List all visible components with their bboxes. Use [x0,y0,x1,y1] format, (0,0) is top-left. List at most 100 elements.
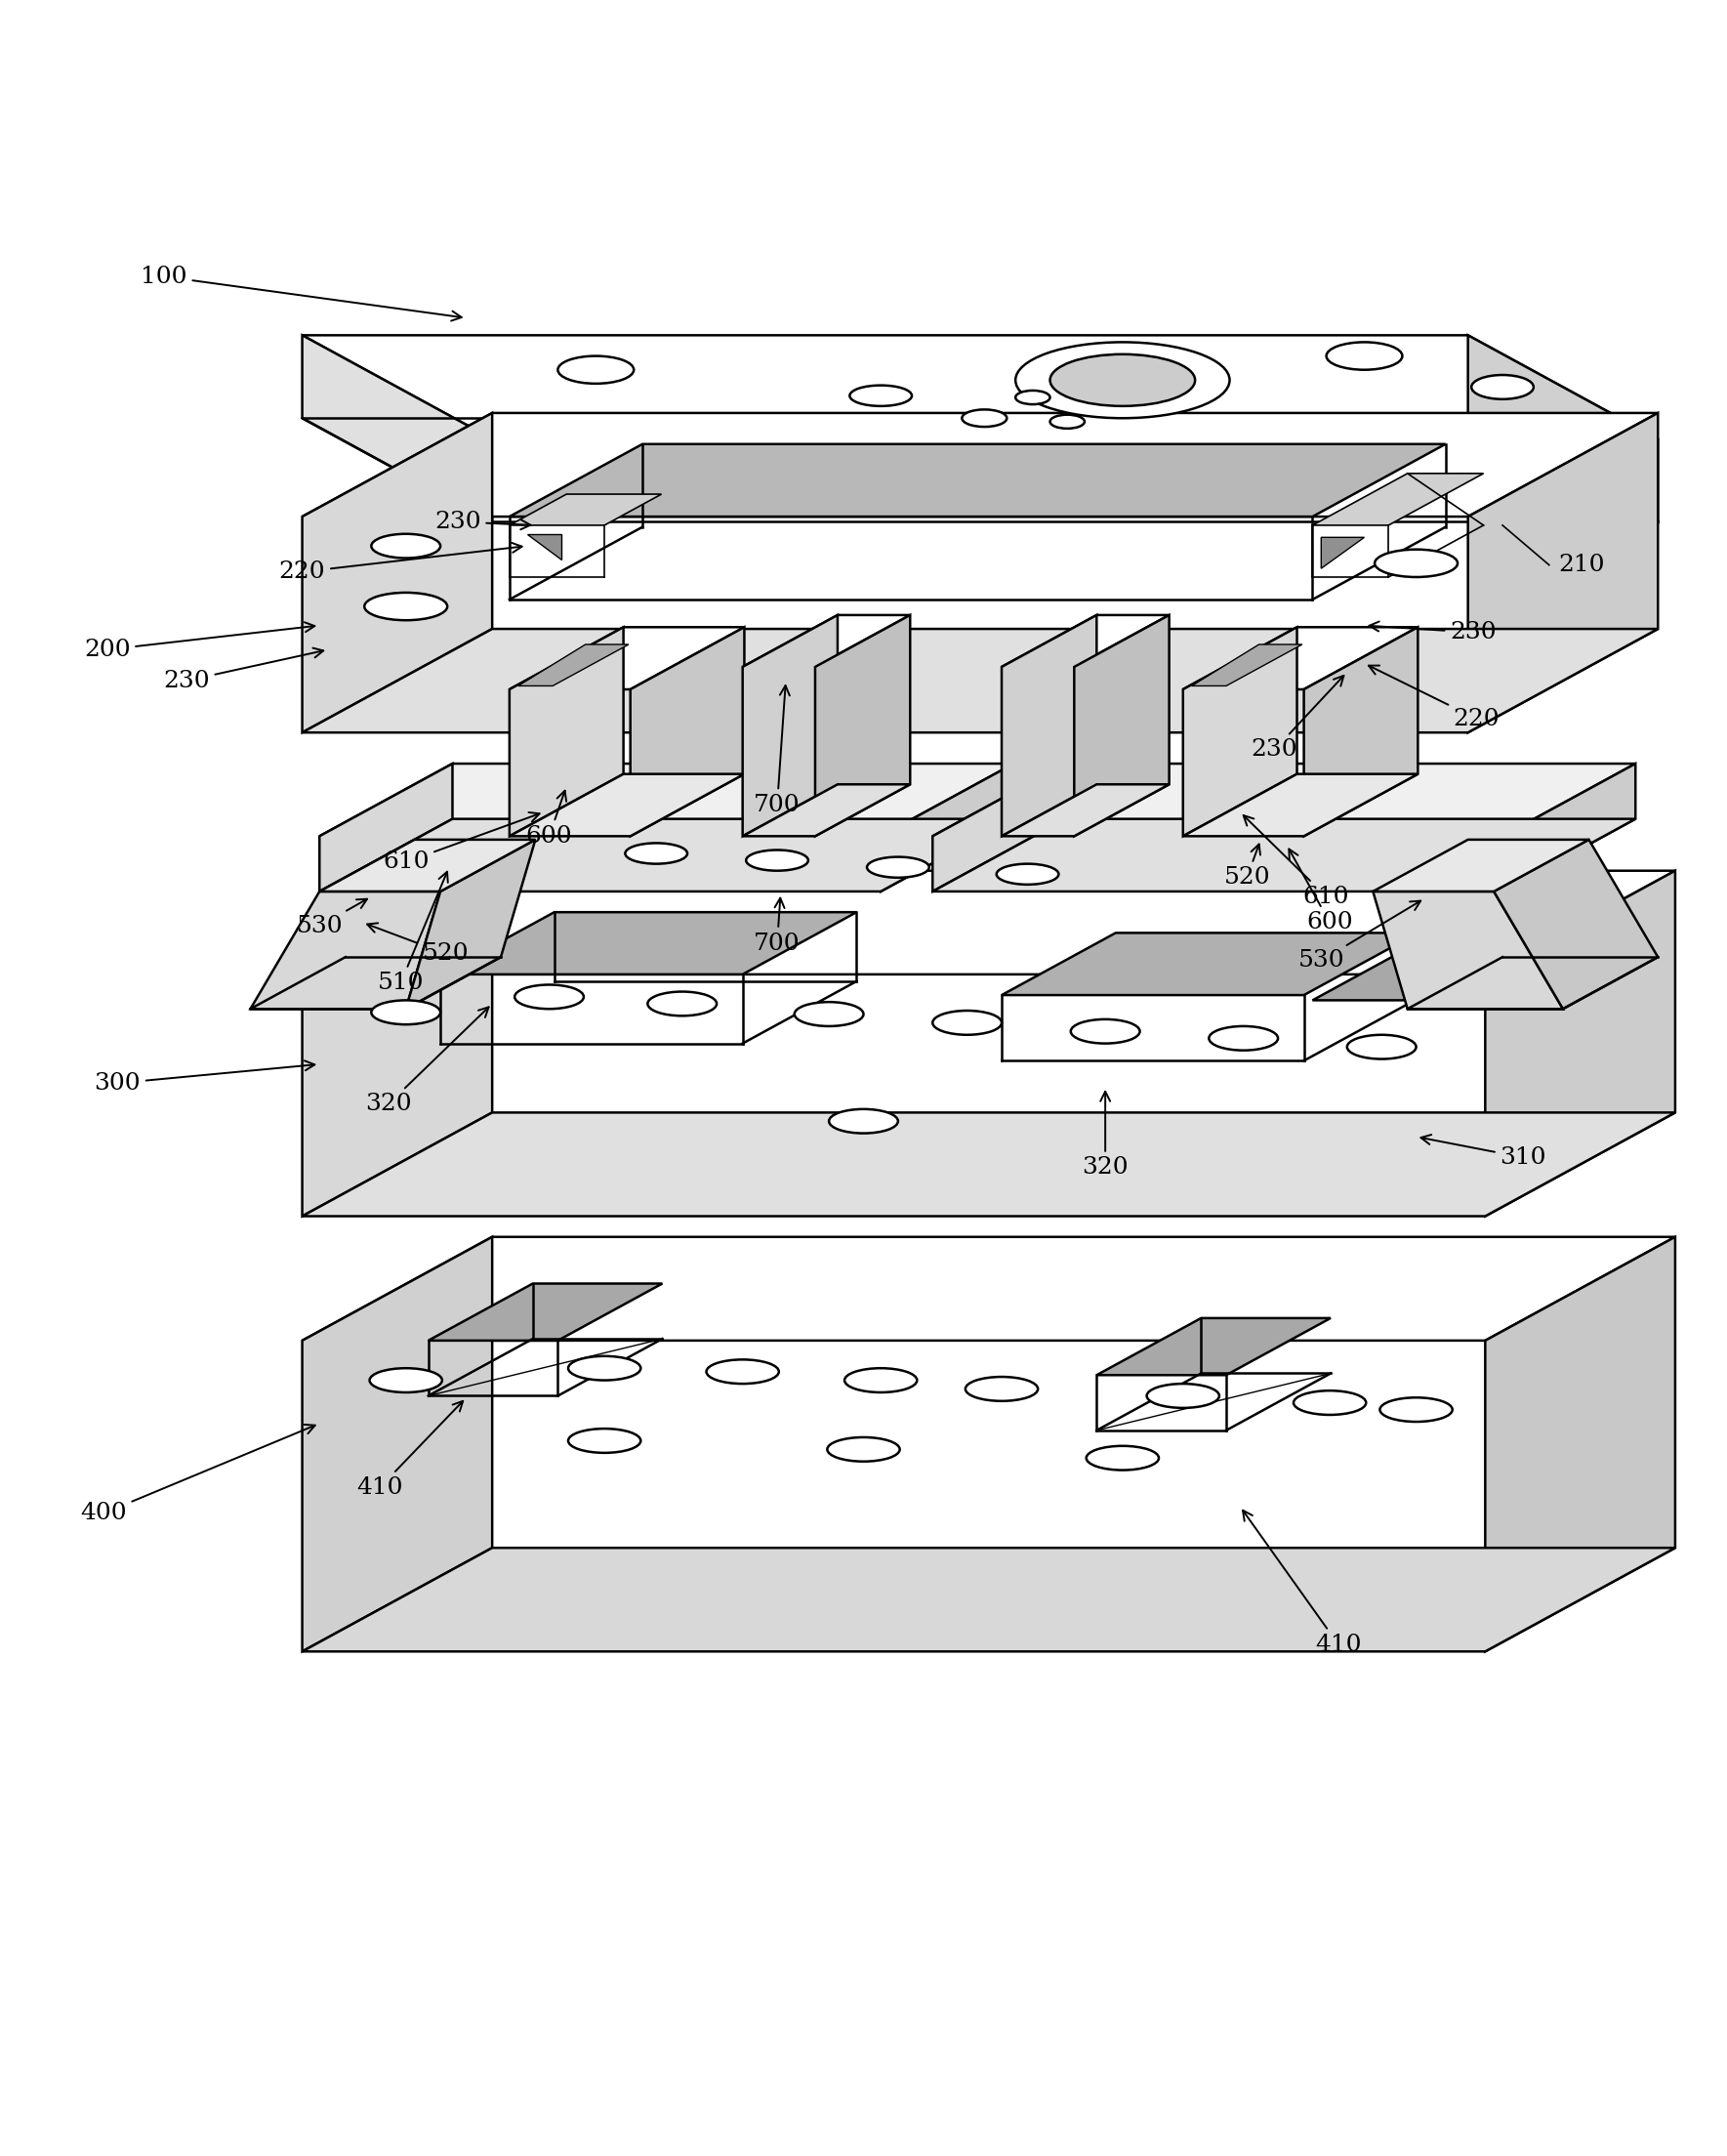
Text: 300: 300 [95,1061,314,1095]
Text: 410: 410 [1243,1511,1361,1656]
Ellipse shape [850,386,912,405]
Text: 410: 410 [357,1401,463,1498]
Ellipse shape [558,356,634,384]
Ellipse shape [370,1369,442,1393]
Polygon shape [302,1238,492,1651]
Polygon shape [302,871,1675,975]
Polygon shape [1074,614,1169,837]
Polygon shape [527,535,561,561]
Polygon shape [1313,949,1546,1000]
Text: 700: 700 [755,686,800,817]
Text: 510: 510 [378,871,447,994]
Polygon shape [1002,614,1169,666]
Text: 520: 520 [368,923,468,966]
Text: 210: 210 [1559,554,1604,576]
Polygon shape [1468,334,1658,522]
Ellipse shape [568,1429,641,1453]
Polygon shape [302,630,1658,733]
Polygon shape [1002,785,1169,837]
Ellipse shape [625,843,687,865]
Polygon shape [319,763,452,890]
Text: 610: 610 [383,813,539,873]
Text: 230: 230 [1370,621,1496,645]
Polygon shape [319,763,1014,837]
Ellipse shape [1050,354,1195,405]
Polygon shape [743,614,910,666]
Text: 230: 230 [435,511,530,533]
Ellipse shape [1071,1020,1140,1044]
Ellipse shape [1326,343,1402,371]
Ellipse shape [371,1000,440,1024]
Ellipse shape [962,410,1007,427]
Ellipse shape [1471,375,1534,399]
Polygon shape [302,334,1658,440]
Ellipse shape [1015,390,1050,405]
Ellipse shape [996,865,1059,884]
Ellipse shape [794,1003,864,1026]
Ellipse shape [832,686,895,709]
Polygon shape [630,627,744,837]
Ellipse shape [1380,1397,1452,1421]
Polygon shape [1183,627,1418,690]
Polygon shape [1183,774,1418,837]
Polygon shape [509,444,1445,517]
Polygon shape [302,1112,1675,1216]
Polygon shape [1373,839,1589,890]
Ellipse shape [1050,414,1085,429]
Polygon shape [1494,839,1658,1009]
Polygon shape [302,414,492,733]
Polygon shape [428,1283,663,1341]
Polygon shape [302,871,492,1216]
Ellipse shape [845,1369,917,1393]
Polygon shape [319,839,535,890]
Text: 400: 400 [81,1425,314,1524]
Polygon shape [1468,414,1658,733]
Ellipse shape [1209,1026,1278,1050]
Ellipse shape [1086,1447,1159,1470]
Ellipse shape [829,1108,898,1134]
Ellipse shape [515,985,584,1009]
Polygon shape [250,890,440,1009]
Text: 320: 320 [1083,1091,1128,1179]
Text: 230: 230 [1252,675,1344,761]
Polygon shape [509,627,744,690]
Polygon shape [881,763,1014,890]
Polygon shape [743,785,910,837]
Polygon shape [319,819,1014,890]
Polygon shape [302,1548,1675,1651]
Polygon shape [1183,627,1297,837]
Polygon shape [1192,645,1302,686]
Polygon shape [1304,627,1418,837]
Polygon shape [1002,934,1418,996]
Ellipse shape [827,1438,900,1462]
Text: 520: 520 [1224,845,1269,888]
Ellipse shape [568,1356,641,1380]
Polygon shape [509,494,661,526]
Text: 320: 320 [366,1007,489,1115]
Polygon shape [302,1238,1675,1341]
Text: 700: 700 [755,899,800,955]
Text: 220: 220 [1370,666,1499,731]
Polygon shape [1097,1317,1330,1376]
Ellipse shape [1015,343,1230,418]
Polygon shape [1313,474,1483,526]
Text: 220: 220 [280,543,522,582]
Polygon shape [518,645,629,686]
Polygon shape [1502,763,1635,890]
Polygon shape [406,839,535,1009]
Ellipse shape [648,992,717,1015]
Ellipse shape [706,1360,779,1384]
Text: 600: 600 [527,791,572,847]
Polygon shape [1373,890,1563,1009]
Text: 530: 530 [297,899,368,938]
Polygon shape [933,763,1066,890]
Ellipse shape [1147,1384,1219,1408]
Ellipse shape [364,593,447,621]
Text: 530: 530 [1299,901,1421,972]
Polygon shape [1485,1238,1675,1651]
Ellipse shape [371,535,440,558]
Text: 600: 600 [1288,849,1352,934]
Polygon shape [509,774,744,837]
Polygon shape [933,819,1635,890]
Polygon shape [1485,871,1675,1216]
